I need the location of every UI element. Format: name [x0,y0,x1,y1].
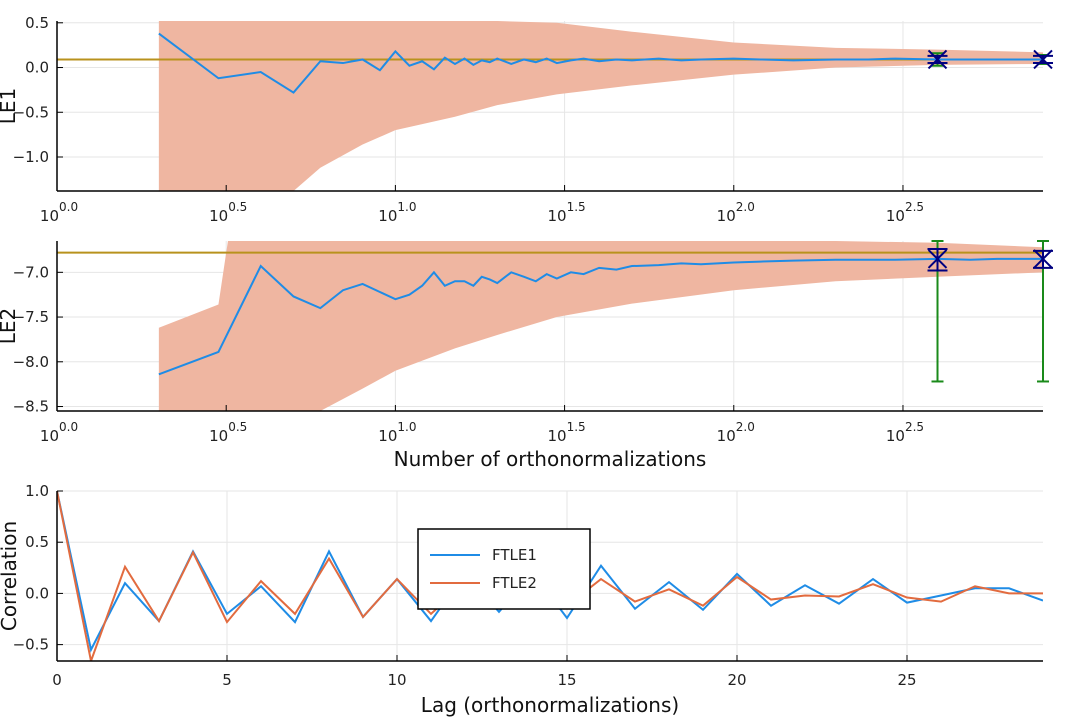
x-tick-exponent: 0.0 [59,200,78,214]
legend-label-ftle1: FTLE1 [492,546,537,564]
x-tick-label: 100.5 [209,420,247,445]
x-tick-exponent: 0.0 [59,420,78,434]
y-tick-label: −0.5 [13,636,49,654]
x-tick-label: 10 [387,671,406,689]
x-tick-label: 20 [727,671,746,689]
y-tick-label: −0.5 [13,103,49,121]
x-tick-label: 101.0 [378,200,416,225]
x-tick-base: 10 [886,207,905,225]
y-tick-label: 0.0 [25,584,49,602]
y-tick-label: −8.0 [13,353,49,371]
errorbar-marker [1033,249,1053,269]
x-axis-label: Number of orthonormalizations [394,447,707,471]
x-tick-label: 0 [52,671,62,689]
x-tick-label: 102.5 [886,200,924,225]
x-tick-label: 102.0 [717,200,755,225]
exponent-estimate-line [158,257,1043,376]
y-tick-label: 0.5 [25,533,49,551]
x-tick-label: 5 [222,671,232,689]
x-tick-exponent: 1.0 [397,200,416,214]
x-tick-label: 100.0 [40,200,78,225]
x-tick-base: 10 [886,427,905,445]
confidence-band [158,241,1043,411]
x-tick-label: 100.5 [209,200,247,225]
x-tick-exponent: 0.5 [228,420,247,434]
x-tick-label: 101.0 [378,420,416,445]
y-axis-label: LE2 [0,308,20,345]
x-tick-label: 15 [557,671,576,689]
x-tick-exponent: 2.5 [905,420,924,434]
x-tick-exponent: 1.5 [567,420,586,434]
x-tick-exponent: 0.5 [228,200,247,214]
x-tick-label: 100.0 [40,420,78,445]
errorbar-marker [1033,49,1053,70]
x-axis-label: Lag (orthonormalizations) [421,693,679,717]
legend: FTLE1 FTLE2 [417,528,591,610]
errorbar-marker [927,49,948,70]
y-axis-label: LE1 [0,88,20,125]
x-tick-label: 101.5 [547,420,585,445]
y-tick-label: 0.0 [25,59,49,77]
x-tick-exponent: 2.0 [736,420,755,434]
exponent-estimate-line [158,32,1043,94]
x-tick-exponent: 2.5 [905,200,924,214]
errorbar-marker [927,249,948,269]
x-tick-exponent: 1.5 [567,200,586,214]
y-tick-label: −7.5 [13,308,49,326]
x-tick-base: 10 [717,207,736,225]
x-tick-base: 10 [547,427,566,445]
x-tick-label: 102.5 [886,420,924,445]
x-tick-base: 10 [40,207,59,225]
x-tick-exponent: 2.0 [736,200,755,214]
legend-label-ftle2: FTLE2 [492,574,537,592]
confidence-band [158,21,1043,191]
x-tick-base: 10 [378,427,397,445]
x-tick-base: 10 [209,427,228,445]
x-tick-base: 10 [717,427,736,445]
correlation-panel: 1.0 0.5 0.0 −0.50 5 10 15 20 25 Lag (orthonormali… [0,482,1043,717]
y-tick-label: 1.0 [25,482,49,500]
x-tick-base: 10 [547,207,566,225]
plot-area [57,241,1043,411]
y-tick-label: −8.5 [13,398,49,416]
x-tick-base: 10 [209,207,228,225]
y-tick-label: −1.0 [13,148,49,166]
legend-box [417,528,591,610]
x-tick-base: 10 [40,427,59,445]
x-tick-label: 101.5 [547,200,585,225]
x-tick-base: 10 [378,207,397,225]
y-axis-label: Correlation [0,521,21,631]
y-tick-label: −7.0 [13,263,49,281]
plot-area [57,21,1043,191]
x-tick-label: 102.0 [717,420,755,445]
x-tick-label: 25 [897,671,916,689]
x-tick-exponent: 1.0 [397,420,416,434]
y-tick-label: 0.5 [25,14,49,32]
